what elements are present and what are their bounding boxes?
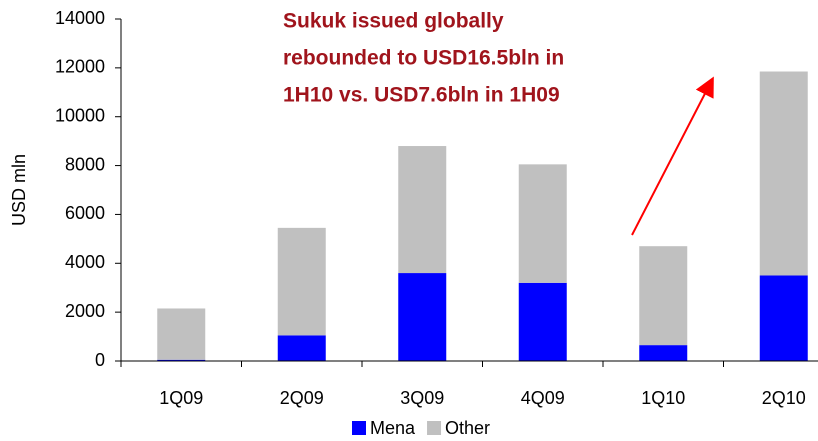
bar-segment (157, 308, 206, 360)
legend-swatch (427, 421, 442, 435)
y-tick-label: 4000 (65, 252, 105, 272)
x-tick-label: 2Q09 (280, 388, 324, 408)
bar-segment (398, 146, 447, 274)
legend-label: Mena (370, 418, 416, 438)
y-axis-label: USD mln (9, 154, 29, 226)
x-tick-label: 2Q10 (762, 388, 806, 408)
bar-segment (639, 246, 688, 346)
bar-segment (277, 335, 326, 361)
legend-swatch (352, 421, 366, 435)
bar-segment (277, 227, 326, 336)
y-tick-label: 8000 (65, 154, 105, 174)
annotation-line: 1H10 vs. USD7.6bln in 1H09 (283, 84, 560, 107)
y-tick-label: 2000 (65, 301, 105, 321)
bar-segment (518, 282, 567, 361)
arrow (631, 76, 714, 236)
y-tick-label: 12000 (55, 57, 105, 77)
annotation-line: Sukuk issued globally (283, 10, 504, 33)
bar-segment (759, 275, 808, 361)
bar-segment (398, 273, 447, 361)
y-tick-label: 10000 (55, 105, 105, 125)
bar-segment (518, 164, 567, 283)
annotation-line: rebounded to USD16.5bln in (283, 47, 564, 70)
y-tick-label: 6000 (65, 203, 105, 223)
bar-segment (759, 71, 808, 276)
x-tick-label: 1Q09 (159, 388, 203, 408)
x-tick-label: 3Q09 (400, 388, 444, 408)
x-tick-label: 4Q09 (521, 388, 565, 408)
bar-segment (157, 359, 206, 361)
x-tick-label: 1Q10 (641, 388, 685, 408)
bar-segment (639, 345, 688, 361)
legend-label: Other (445, 418, 490, 438)
y-tick-label: 0 (95, 350, 105, 370)
y-tick-label: 14000 (55, 8, 105, 28)
